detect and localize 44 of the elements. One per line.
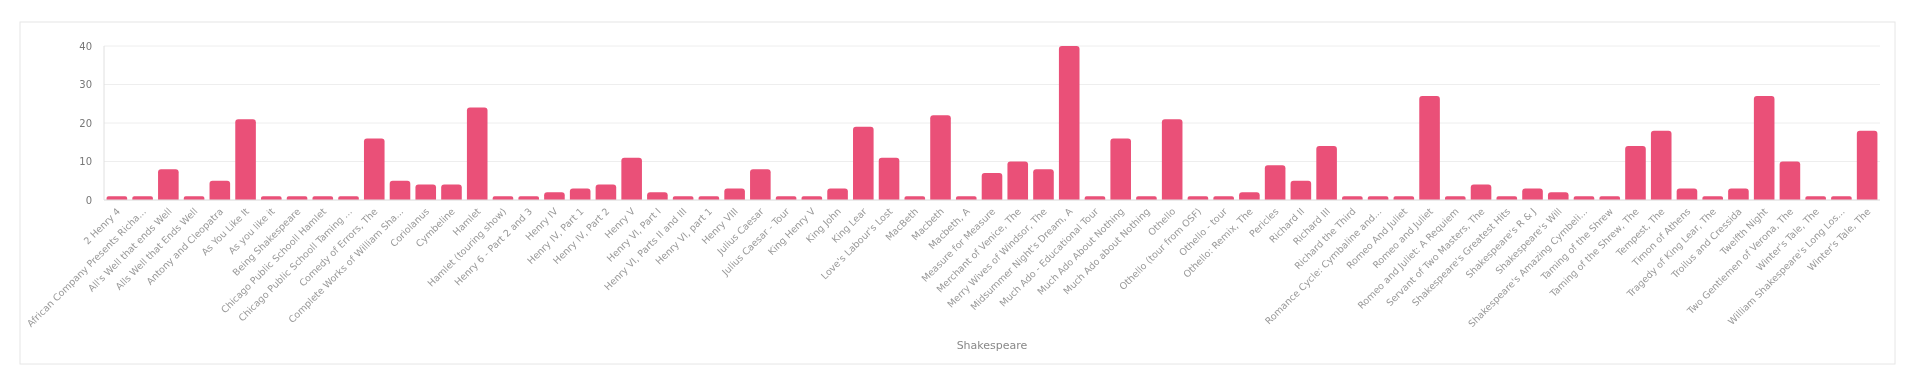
bar xyxy=(1007,161,1029,200)
bar xyxy=(1161,119,1183,200)
bar xyxy=(1033,169,1054,200)
bar xyxy=(1728,188,1749,200)
bar xyxy=(441,184,462,200)
bar xyxy=(544,192,565,200)
bar xyxy=(1316,146,1337,200)
bar xyxy=(1110,138,1131,200)
bar xyxy=(569,188,591,200)
bar xyxy=(1058,46,1080,200)
bar xyxy=(209,180,231,200)
bar xyxy=(647,192,668,200)
bar xyxy=(750,169,771,200)
bar xyxy=(1547,192,1569,200)
y-tick-label: 40 xyxy=(79,40,92,52)
bar xyxy=(1753,96,1775,200)
y-tick-label: 30 xyxy=(79,79,92,90)
bar xyxy=(1856,130,1878,200)
bar xyxy=(1264,165,1286,200)
bar xyxy=(621,157,642,200)
bar xyxy=(1419,96,1440,200)
y-tick-label: 10 xyxy=(79,156,92,167)
bar xyxy=(1239,192,1260,200)
bar xyxy=(158,169,179,200)
bar xyxy=(853,126,874,200)
bar xyxy=(1676,188,1698,200)
bar xyxy=(1650,130,1672,200)
y-tick-label: 20 xyxy=(79,117,92,129)
bar xyxy=(724,188,745,200)
bar xyxy=(1779,161,1801,200)
bar xyxy=(363,138,385,200)
bar xyxy=(389,180,411,200)
bar xyxy=(235,119,256,200)
bar xyxy=(878,157,900,200)
bar xyxy=(415,184,437,200)
bar xyxy=(1522,188,1543,200)
bar xyxy=(466,107,488,200)
bar xyxy=(981,173,1003,200)
bar xyxy=(1290,180,1312,200)
bar xyxy=(930,115,951,200)
bar xyxy=(1625,146,1646,200)
y-tick-label: 0 xyxy=(85,194,92,206)
bar xyxy=(827,188,848,200)
x-axis-title: Shakespeare xyxy=(956,339,1028,352)
